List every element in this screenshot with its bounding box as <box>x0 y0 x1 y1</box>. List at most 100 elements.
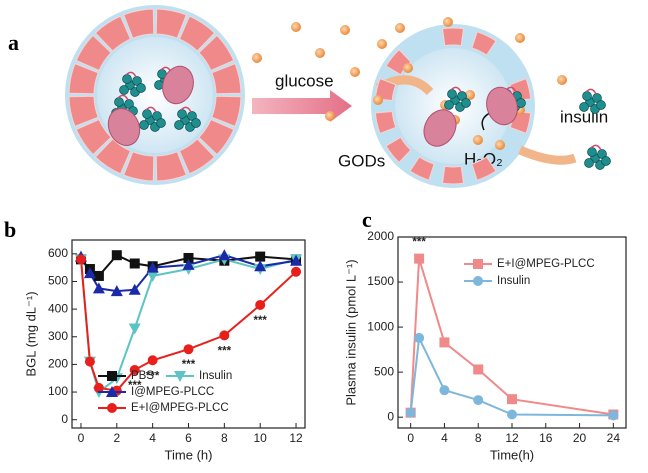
marker <box>473 364 484 375</box>
x-tick-label: 0 <box>78 431 85 445</box>
marker <box>473 395 484 406</box>
x-tick-label: 4 <box>441 431 448 445</box>
shell-segment <box>155 8 187 39</box>
arrow <box>252 90 352 122</box>
glucose-dot <box>373 95 383 105</box>
shell-segment <box>374 110 397 135</box>
marker <box>290 254 303 266</box>
glucose-dot <box>252 53 262 63</box>
shell-segment <box>211 63 242 95</box>
panel-label: c <box>362 207 372 232</box>
marker <box>291 266 302 277</box>
legend-label: E+I@MPEG-PLCC <box>131 402 229 414</box>
x-tick-label: 24 <box>607 431 621 445</box>
insulin-protein <box>584 158 594 168</box>
significance-label: *** <box>128 380 142 392</box>
insulin-protein <box>579 102 589 112</box>
glucose-dot <box>315 48 325 58</box>
protein-coil <box>117 94 129 101</box>
legend-marker <box>106 386 118 397</box>
glucose-dot <box>515 33 525 43</box>
marker <box>146 261 159 273</box>
marker <box>219 330 230 341</box>
protein-coil <box>450 86 462 93</box>
diagram: a glucose GODs H₂O₂ insulin <box>8 5 611 188</box>
protein-coil <box>125 71 137 78</box>
marker <box>147 355 158 366</box>
legend-label: I@MPEG-PLCC <box>131 386 214 398</box>
y-tick-label: 500 <box>48 274 68 288</box>
glucose-dot <box>557 75 567 85</box>
legend-label: PBS <box>131 370 154 382</box>
y-tick-label: 1000 <box>367 319 394 333</box>
x-tick-label: 6 <box>185 431 192 445</box>
insulin-protein <box>461 98 471 108</box>
marker <box>128 283 141 295</box>
marker <box>507 409 517 420</box>
marker <box>255 299 266 310</box>
y-axis-label: BGL (mg dL⁻¹) <box>23 291 38 376</box>
shell-segment <box>155 151 187 182</box>
x-tick-label: 20 <box>573 431 587 445</box>
diagram-label: GODs <box>338 151 385 170</box>
y-tick-label: 100 <box>48 384 68 398</box>
marker <box>111 250 122 261</box>
glucose-dot <box>350 67 360 77</box>
diagram-label: glucose <box>275 71 334 90</box>
x-tick-label: 8 <box>221 431 228 445</box>
insulin-protein <box>447 89 457 99</box>
insulin-protein <box>444 100 454 110</box>
insulin-protein <box>516 98 526 108</box>
insulin-protein <box>177 109 187 119</box>
y-tick-label: 600 <box>48 246 68 260</box>
x-tick-label: 12 <box>505 431 519 445</box>
shell-segment <box>374 77 397 102</box>
x-tick-label: 0 <box>407 431 414 445</box>
shell-segment <box>385 136 412 164</box>
legend-marker <box>107 403 117 413</box>
marker <box>218 249 231 261</box>
marker <box>182 258 195 270</box>
glucose-dot <box>443 17 453 27</box>
shell-segment <box>471 156 497 181</box>
shell-segment <box>211 95 242 127</box>
series-line <box>80 259 297 392</box>
marker <box>405 407 416 418</box>
marker <box>183 252 194 263</box>
god-enzyme <box>107 108 141 146</box>
y-tick-label: 300 <box>48 329 68 343</box>
shell-segment <box>75 34 112 72</box>
shell-segment <box>198 118 235 156</box>
marker <box>439 337 450 348</box>
marker <box>93 270 104 281</box>
x-tick-label: 8 <box>475 431 482 445</box>
y-tick-label: 200 <box>48 357 68 371</box>
glucose-dot <box>377 39 387 49</box>
series-line <box>409 334 614 417</box>
marker <box>414 253 425 264</box>
y-tick-label: 500 <box>374 364 394 378</box>
panel-label: a <box>8 30 19 55</box>
x-tick-label: 12 <box>289 431 303 445</box>
protein-coil <box>590 144 602 151</box>
insulin-protein <box>139 120 149 130</box>
shell-segment <box>441 165 465 185</box>
glucose-dot <box>395 23 405 33</box>
y-axis-label: Plasma insulin (pmol L⁻¹) <box>343 259 358 405</box>
marker <box>83 267 96 279</box>
panel-label: b <box>4 217 16 242</box>
glucose-dot <box>340 25 350 35</box>
shell-segment <box>178 138 216 175</box>
legend-marker <box>174 371 186 382</box>
glucose-dot <box>465 90 475 100</box>
significance-label: *** <box>253 315 267 327</box>
glucose-dot <box>473 135 483 145</box>
x-tick-label: 16 <box>539 431 553 445</box>
shell-segment <box>441 27 465 47</box>
shell-segment <box>471 31 497 56</box>
shell-segment <box>94 15 132 52</box>
marker <box>439 385 450 396</box>
legend-marker <box>473 276 483 286</box>
insulin-protein <box>142 109 152 119</box>
